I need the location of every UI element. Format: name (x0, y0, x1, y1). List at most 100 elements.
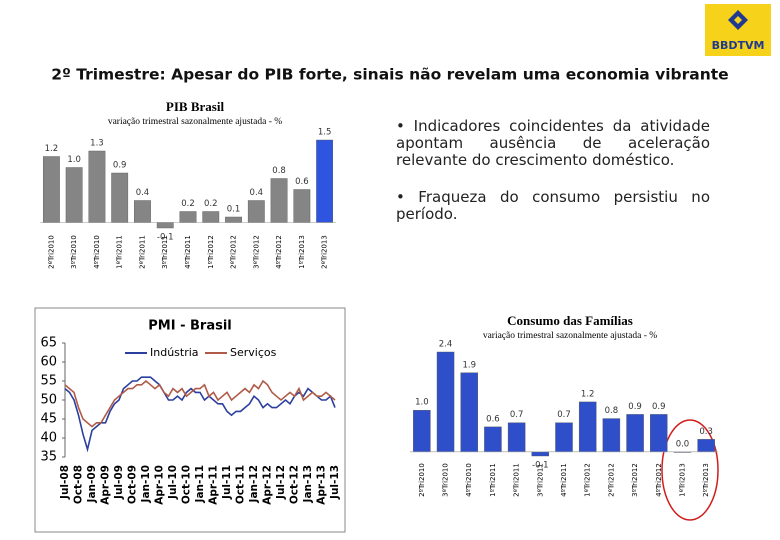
x-tick-label: Jul-13 (329, 465, 341, 500)
chart-title: PIB Brasil (166, 99, 225, 114)
data-label: 0.9 (113, 161, 127, 171)
data-label: 0.0 (676, 439, 690, 449)
data-label: -0.1 (532, 461, 549, 471)
bar (460, 372, 478, 453)
x-tick-label: Apr-13 (316, 465, 328, 505)
x-tick-label: Jul-08 (59, 465, 71, 500)
chart-title: Consumo das Famílias (507, 313, 633, 328)
x-tick-label: Jan-13 (302, 465, 314, 503)
x-tick-label: 1ºTri2011 (116, 235, 124, 269)
bar (531, 451, 550, 457)
x-tick-label: Jul-11 (221, 465, 233, 500)
chart-subtitle: variação trimestral sazonalmente ajustad… (483, 331, 657, 341)
series-line (64, 376, 336, 453)
x-tick-label: 1ºTri2013 (298, 235, 306, 269)
x-tick-label: 2ºTri2010 (47, 235, 55, 269)
x-tick-label: 4ºTri2012 (655, 463, 663, 497)
data-label: 2.4 (439, 340, 453, 350)
bar (111, 172, 129, 223)
y-tick-label: 35 (40, 450, 57, 465)
bullet: • Indicadores coincidentes da atividade … (396, 117, 710, 169)
series-line (64, 379, 336, 428)
x-tick-label: Jan-10 (140, 465, 152, 503)
bar (202, 211, 220, 223)
bar (436, 351, 455, 453)
x-tick-label: Oct-09 (127, 465, 139, 504)
data-label: 0.9 (652, 402, 666, 412)
bar (65, 167, 83, 223)
data-label: 1.2 (45, 144, 59, 154)
x-tick-label: 2ºTri2012 (230, 235, 238, 269)
data-label: 0.3 (699, 427, 713, 437)
logo-text: BBDTVM (712, 39, 765, 52)
x-tick-label: Jan-12 (248, 465, 260, 503)
data-label: 0.1 (227, 205, 241, 215)
chart-title: PMI - Brasil (148, 319, 232, 334)
x-tick-label: 2ºTri2011 (138, 235, 146, 269)
data-label: 0.2 (204, 199, 218, 209)
x-tick-label: Jul-09 (113, 465, 125, 500)
data-label: 1.5 (318, 128, 332, 138)
pmi-frame (34, 307, 346, 533)
x-tick-label: Oct-10 (181, 465, 193, 504)
x-tick-label: 2ºTri2012 (607, 463, 615, 497)
x-tick-label: Apr-09 (100, 465, 112, 505)
x-tick-label: 3ºTri2011 (536, 463, 544, 497)
data-label: 0.9 (628, 402, 642, 412)
data-label: 0.8 (272, 166, 286, 176)
y-tick-label: 65 (40, 336, 57, 351)
x-tick-label: Jan-11 (194, 465, 206, 503)
data-label: -0.1 (157, 233, 174, 243)
x-tick-label: Jul-10 (167, 465, 179, 500)
bar (179, 211, 197, 223)
slide-title: 2º Trimestre: Apesar do PIB forte, sinai… (51, 66, 728, 84)
x-tick-label: 2ºTri2011 (513, 463, 521, 497)
data-label: 0.6 (486, 414, 500, 424)
bar (316, 139, 334, 223)
bar (293, 189, 311, 223)
y-tick-label: 55 (40, 374, 57, 389)
x-tick-label: 3ºTri2010 (70, 235, 78, 269)
bar (413, 410, 431, 453)
bar (602, 418, 621, 453)
bar (650, 414, 668, 453)
x-tick-label: 2ºTri2013 (321, 235, 329, 269)
bar (247, 200, 265, 223)
x-tick-label: Apr-11 (208, 465, 220, 505)
bullet: • Fraqueza do consumo persistiu no perío… (396, 188, 710, 223)
data-label: 0.6 (295, 177, 309, 187)
x-tick-label: Oct-11 (235, 465, 247, 504)
data-label: 0.7 (510, 410, 524, 420)
data-label: 1.3 (90, 139, 104, 149)
data-label: 0.2 (181, 199, 195, 209)
y-tick-label: 50 (40, 393, 57, 408)
x-tick-label: Oct-12 (289, 465, 301, 504)
bullets: • Indicadores coincidentes da atividade … (396, 118, 710, 243)
bar (88, 150, 106, 223)
bar (555, 422, 573, 453)
x-tick-label: 4ºTri2012 (275, 235, 283, 269)
bar (578, 401, 597, 453)
x-tick-label: Oct-08 (73, 465, 85, 504)
data-label: 0.4 (250, 188, 264, 198)
data-label: 1.0 (415, 398, 429, 408)
x-tick-label: 4ºTri2011 (184, 235, 192, 269)
x-tick-label: 4ºTri2010 (93, 235, 101, 269)
x-tick-label: 1ºTri2012 (584, 463, 592, 497)
bar (626, 414, 644, 453)
data-label: 0.4 (136, 188, 150, 198)
x-tick-label: Jan-09 (86, 465, 98, 503)
bar (507, 422, 526, 453)
x-tick-label: 4ºTri2010 (465, 463, 473, 497)
legend-label: Serviços (230, 346, 277, 359)
data-label: 0.8 (605, 406, 619, 416)
legend-label: Indústria (150, 346, 199, 359)
x-tick-label: Jul-12 (275, 465, 287, 500)
bar (225, 216, 242, 223)
data-label: 1.9 (462, 360, 476, 370)
x-tick-label: 1ºTri2013 (678, 463, 686, 497)
y-tick-label: 40 (40, 431, 57, 446)
x-tick-label: 2ºTri2013 (702, 463, 710, 497)
x-tick-label: 3ºTri2012 (252, 235, 260, 269)
